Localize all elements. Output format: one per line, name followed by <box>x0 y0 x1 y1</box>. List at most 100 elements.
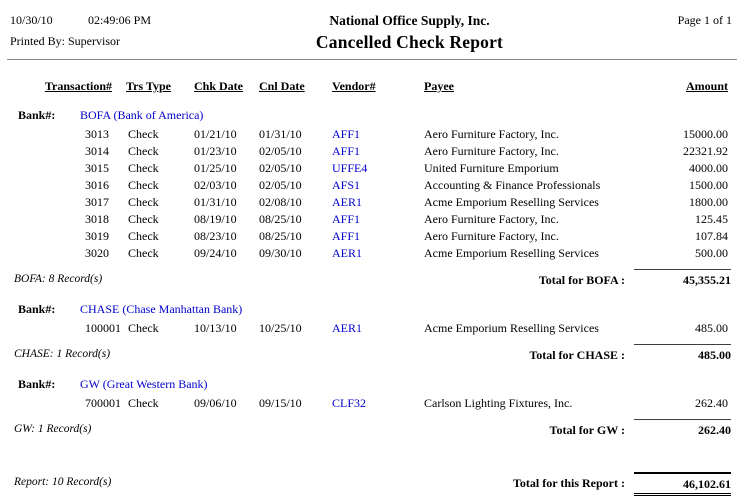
page-header: 10/30/10 02:49:06 PM Printed By: Supervi… <box>0 0 744 53</box>
cell-chk-date: 01/23/10 <box>194 144 237 158</box>
column-header-payee: Payee <box>424 79 454 93</box>
cell-chk-date: 01/31/10 <box>194 195 237 209</box>
report-body: Bank#: BOFA (Bank of America) 3013 Check … <box>0 108 744 438</box>
bank-row: Bank#: BOFA (Bank of America) <box>0 108 744 123</box>
cell-trs-type: Check <box>128 127 159 141</box>
bank-section-footer: GW: 1 Record(s) Total for GW : 262.40 <box>0 419 744 438</box>
cell-trs-type: Check <box>128 212 159 226</box>
cell-vendor-link[interactable]: AFF1 <box>332 229 361 243</box>
bank-record-count: BOFA: 8 Record(s) <box>14 273 103 285</box>
report-record-count: Report: 10 Record(s) <box>14 476 112 488</box>
cell-payee: Acme Emporium Reselling Services <box>424 246 599 260</box>
bank-total-label: Total for CHASE : <box>529 348 625 362</box>
bank-total-label: Total for GW : <box>549 423 625 437</box>
report-footer: Report: 10 Record(s) Total for this Repo… <box>0 472 744 496</box>
cell-payee: Aero Furniture Factory, Inc. <box>424 212 559 226</box>
check-row: 3018 Check 08/19/10 08/25/10 AFF1 Aero F… <box>0 211 744 228</box>
bank-total-amount: 45,355.21 <box>634 269 731 288</box>
bank-name-link[interactable]: BOFA (Bank of America) <box>80 108 204 122</box>
cell-amount: 1800.00 <box>689 195 728 209</box>
report-total-label: Total for this Report : <box>513 476 625 490</box>
cell-payee: Aero Furniture Factory, Inc. <box>424 127 559 141</box>
bank-number-label: Bank#: <box>18 108 56 122</box>
bank-total-amount: 485.00 <box>634 344 731 363</box>
cell-chk-date: 08/23/10 <box>194 229 237 243</box>
cell-cnl-date: 09/30/10 <box>259 246 302 260</box>
column-header-vendor: Vendor# <box>332 79 376 93</box>
cell-transaction: 3013 <box>85 127 109 141</box>
cell-trs-type: Check <box>128 321 159 335</box>
bank-total-amount: 262.40 <box>634 419 731 438</box>
cell-payee: Accounting & Finance Professionals <box>424 178 601 192</box>
cell-vendor-link[interactable]: UFFE4 <box>332 161 368 175</box>
check-row: 3013 Check 01/21/10 01/31/10 AFF1 Aero F… <box>0 126 744 143</box>
cell-vendor-link[interactable]: CLF32 <box>332 396 367 410</box>
header-center-block: National Office Supply, Inc. Cancelled C… <box>225 13 594 53</box>
cell-chk-date: 09/24/10 <box>194 246 237 260</box>
bank-section: Bank#: CHASE (Chase Manhattan Bank) 10000… <box>0 302 744 363</box>
check-row: 3017 Check 01/31/10 02/08/10 AER1 Acme E… <box>0 194 744 211</box>
column-header-chk-date: Chk Date <box>194 79 244 93</box>
cell-payee: Aero Furniture Factory, Inc. <box>424 144 559 158</box>
cell-amount: 485.00 <box>695 321 728 335</box>
cell-vendor-link[interactable]: AER1 <box>332 321 362 335</box>
cell-chk-date: 02/03/10 <box>194 178 237 192</box>
cell-amount: 262.40 <box>695 396 728 410</box>
cell-vendor-link[interactable]: AFF1 <box>332 212 361 226</box>
cell-chk-date: 01/25/10 <box>194 161 237 175</box>
cell-amount: 500.00 <box>695 246 728 260</box>
cell-payee: Carlson Lighting Fixtures, Inc. <box>424 396 573 410</box>
cell-amount: 22321.92 <box>683 144 728 158</box>
column-header-amount: Amount <box>685 79 728 93</box>
header-left-block: 10/30/10 02:49:06 PM Printed By: Supervi… <box>10 13 225 53</box>
cell-payee: Acme Emporium Reselling Services <box>424 321 599 335</box>
cell-chk-date: 08/19/10 <box>194 212 237 226</box>
cell-amount: 15000.00 <box>683 127 728 141</box>
bank-rows-container: 700001 Check 09/06/10 09/15/10 CLF32 Car… <box>0 395 744 412</box>
cell-cnl-date: 08/25/10 <box>259 229 302 243</box>
report-date: 10/30/10 <box>10 13 53 27</box>
cell-transaction: 3019 <box>85 229 109 243</box>
bank-name-link[interactable]: GW (Great Western Bank) <box>80 377 208 391</box>
cell-trs-type: Check <box>128 229 159 243</box>
cell-vendor-link[interactable]: AFF1 <box>332 127 361 141</box>
check-row: 700001 Check 09/06/10 09/15/10 CLF32 Car… <box>0 395 744 412</box>
cell-vendor-link[interactable]: AER1 <box>332 195 362 209</box>
report-total-amount: 46,102.61 <box>634 472 731 496</box>
cell-vendor-link[interactable]: AFS1 <box>332 178 361 192</box>
cell-vendor-link[interactable]: AFF1 <box>332 144 361 158</box>
check-row: 3015 Check 01/25/10 02/05/10 UFFE4 Unite… <box>0 160 744 177</box>
cell-transaction: 3020 <box>85 246 109 260</box>
report-title: Cancelled Check Report <box>315 32 504 52</box>
cell-cnl-date: 02/05/10 <box>259 161 302 175</box>
bank-name-link[interactable]: CHASE (Chase Manhattan Bank) <box>80 302 243 316</box>
header-divider <box>7 59 737 60</box>
cell-transaction: 3014 <box>85 144 109 158</box>
cell-amount: 4000.00 <box>689 161 728 175</box>
bank-row: Bank#: CHASE (Chase Manhattan Bank) <box>0 302 744 317</box>
report-time: 02:49:06 PM <box>88 13 152 27</box>
check-row: 3019 Check 08/23/10 08/25/10 AFF1 Aero F… <box>0 228 744 245</box>
cell-payee: Aero Furniture Factory, Inc. <box>424 229 559 243</box>
bank-row: Bank#: GW (Great Western Bank) <box>0 377 744 392</box>
cell-vendor-link[interactable]: AER1 <box>332 246 362 260</box>
bank-number-label: Bank#: <box>18 377 56 391</box>
cell-trs-type: Check <box>128 144 159 158</box>
cell-transaction: 100001 <box>85 321 121 335</box>
company-name: National Office Supply, Inc. <box>329 13 490 28</box>
cell-transaction: 3018 <box>85 212 109 226</box>
column-header-transaction: Transaction# <box>44 79 112 93</box>
cell-cnl-date: 08/25/10 <box>259 212 302 226</box>
cell-cnl-date: 01/31/10 <box>259 127 302 141</box>
cell-trs-type: Check <box>128 178 159 192</box>
check-row: 100001 Check 10/13/10 10/25/10 AER1 Acme… <box>0 320 744 337</box>
cell-cnl-date: 09/15/10 <box>259 396 302 410</box>
bank-number-label: Bank#: <box>18 302 56 316</box>
column-header-trs-type: Trs Type <box>126 79 172 93</box>
cell-transaction: 3016 <box>85 178 109 192</box>
cell-trs-type: Check <box>128 161 159 175</box>
bank-record-count: GW: 1 Record(s) <box>14 423 92 435</box>
bank-section: Bank#: BOFA (Bank of America) 3013 Check … <box>0 108 744 288</box>
cell-trs-type: Check <box>128 246 159 260</box>
bank-total-label: Total for BOFA : <box>538 273 625 287</box>
